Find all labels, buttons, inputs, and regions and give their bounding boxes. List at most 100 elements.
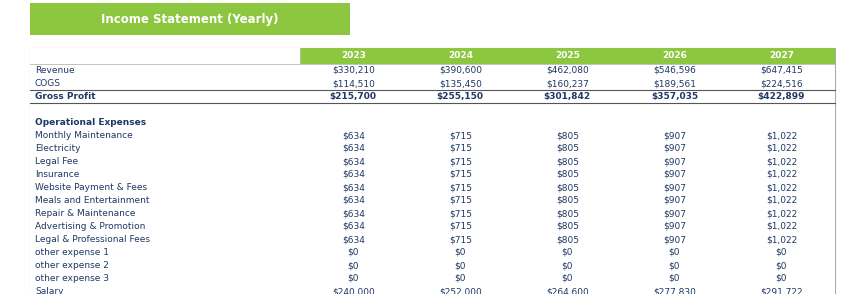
Text: Gross Profit: Gross Profit (35, 92, 95, 101)
Text: $330,210: $330,210 (332, 66, 375, 75)
Text: COGS: COGS (35, 79, 61, 88)
Bar (30, 64, 835, 77)
Bar (30, 168, 835, 181)
Bar (30, 48, 835, 294)
Text: $0: $0 (455, 261, 466, 270)
Text: $907: $907 (663, 131, 686, 140)
Text: $0: $0 (669, 248, 680, 257)
Text: $715: $715 (449, 157, 472, 166)
Text: $390,600: $390,600 (439, 66, 482, 75)
Text: $0: $0 (455, 248, 466, 257)
Text: $907: $907 (663, 157, 686, 166)
Text: $715: $715 (449, 196, 472, 205)
Text: $1,022: $1,022 (766, 209, 797, 218)
Bar (30, 116, 835, 129)
Text: $805: $805 (556, 196, 579, 205)
Bar (30, 285, 835, 294)
Text: $634: $634 (342, 196, 365, 205)
Text: $715: $715 (449, 183, 472, 192)
Text: $160,237: $160,237 (546, 79, 589, 88)
Text: Advertising & Promotion: Advertising & Promotion (35, 222, 145, 231)
Text: $357,035: $357,035 (651, 92, 698, 101)
Bar (30, 207, 835, 220)
Text: $1,022: $1,022 (766, 144, 797, 153)
Bar (30, 246, 835, 259)
Text: $1,022: $1,022 (766, 170, 797, 179)
Text: other expense 3: other expense 3 (35, 274, 109, 283)
Text: $0: $0 (562, 274, 573, 283)
Text: 2026: 2026 (662, 51, 687, 61)
Text: $135,450: $135,450 (439, 79, 482, 88)
Text: $1,022: $1,022 (766, 235, 797, 244)
Bar (30, 129, 835, 142)
Text: $634: $634 (342, 157, 365, 166)
Text: 2027: 2027 (769, 51, 794, 61)
Text: $277,830: $277,830 (653, 287, 696, 294)
Bar (30, 103, 835, 116)
Text: $715: $715 (449, 144, 472, 153)
Text: $189,561: $189,561 (653, 79, 696, 88)
Bar (30, 90, 835, 103)
Text: $0: $0 (669, 274, 680, 283)
Text: $907: $907 (663, 222, 686, 231)
Text: $546,596: $546,596 (653, 66, 696, 75)
Text: $805: $805 (556, 183, 579, 192)
Text: $0: $0 (348, 248, 359, 257)
Bar (30, 220, 835, 233)
Text: $1,022: $1,022 (766, 196, 797, 205)
Text: $291,722: $291,722 (760, 287, 802, 294)
Text: $1,022: $1,022 (766, 183, 797, 192)
Text: $0: $0 (562, 248, 573, 257)
Text: $715: $715 (449, 222, 472, 231)
Bar (30, 48, 300, 64)
Bar (30, 194, 835, 207)
Bar (300, 48, 407, 64)
Text: $1,022: $1,022 (766, 157, 797, 166)
Text: $907: $907 (663, 209, 686, 218)
Bar (620, 48, 728, 64)
Text: $462,080: $462,080 (546, 66, 589, 75)
Text: Meals and Entertainment: Meals and Entertainment (35, 196, 150, 205)
Text: $805: $805 (556, 157, 579, 166)
Bar (30, 233, 835, 246)
Text: 2025: 2025 (555, 51, 580, 61)
Text: $0: $0 (669, 261, 680, 270)
Text: $1,022: $1,022 (766, 131, 797, 140)
Text: Electricity: Electricity (35, 144, 81, 153)
Text: $715: $715 (449, 209, 472, 218)
Text: $252,000: $252,000 (439, 287, 482, 294)
Text: Insurance: Insurance (35, 170, 79, 179)
Bar (728, 48, 835, 64)
Text: $805: $805 (556, 144, 579, 153)
Text: Salary: Salary (35, 287, 64, 294)
Text: Operational Expenses: Operational Expenses (35, 118, 146, 127)
Text: $0: $0 (776, 274, 787, 283)
Text: $907: $907 (663, 170, 686, 179)
Text: $215,700: $215,700 (330, 92, 377, 101)
Text: $715: $715 (449, 235, 472, 244)
Text: $715: $715 (449, 170, 472, 179)
Text: $634: $634 (342, 222, 365, 231)
Text: 2023: 2023 (341, 51, 366, 61)
Text: $0: $0 (562, 261, 573, 270)
Text: $1,022: $1,022 (766, 222, 797, 231)
Text: $907: $907 (663, 235, 686, 244)
Text: $715: $715 (449, 131, 472, 140)
Text: $907: $907 (663, 196, 686, 205)
Bar (30, 272, 835, 285)
Text: Legal & Professional Fees: Legal & Professional Fees (35, 235, 150, 244)
Text: $422,899: $422,899 (757, 92, 805, 101)
Text: $301,842: $301,842 (544, 92, 591, 101)
Text: $805: $805 (556, 209, 579, 218)
Text: $634: $634 (342, 209, 365, 218)
Text: $264,600: $264,600 (546, 287, 589, 294)
Text: $907: $907 (663, 183, 686, 192)
Text: $114,510: $114,510 (332, 79, 375, 88)
Text: $634: $634 (342, 183, 365, 192)
Text: $255,150: $255,150 (437, 92, 484, 101)
Text: $805: $805 (556, 222, 579, 231)
Text: 2024: 2024 (448, 51, 473, 61)
Text: Revenue: Revenue (35, 66, 75, 75)
Text: $634: $634 (342, 235, 365, 244)
Text: $805: $805 (556, 131, 579, 140)
